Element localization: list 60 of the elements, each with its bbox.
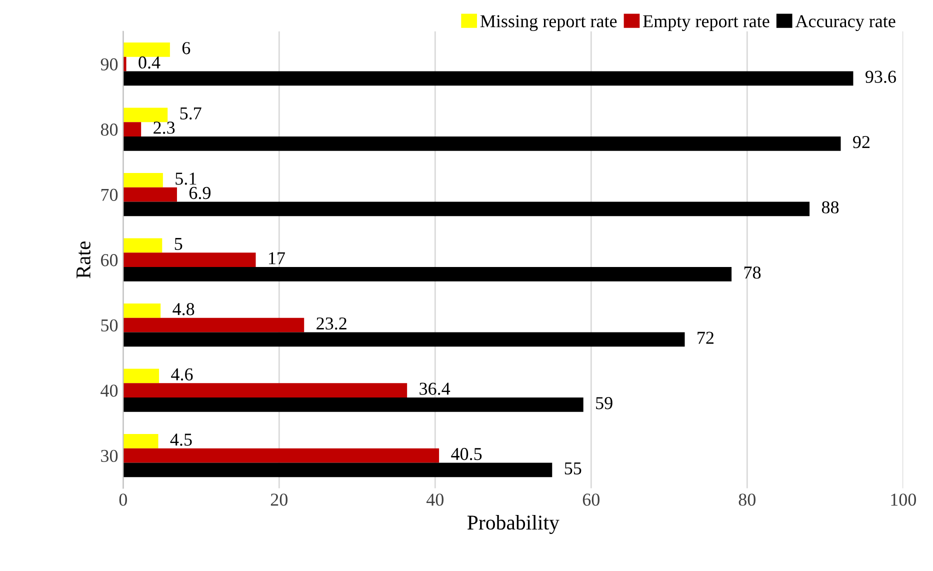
- bar: [123, 56, 126, 72]
- x-tick-label: 40: [426, 494, 444, 506]
- bar: [123, 266, 732, 282]
- data-label: 6.9: [189, 186, 211, 200]
- bar: [123, 434, 158, 448]
- data-label: 93.6: [866, 70, 896, 83]
- bar: [123, 187, 177, 202]
- x-tick-label: 100: [891, 494, 916, 506]
- bar: [123, 462, 552, 478]
- legend-label: Missing report rate: [480, 15, 617, 32]
- data-label: 55: [564, 462, 582, 474]
- x-tick-label: 20: [270, 494, 288, 506]
- x-axis-title: Probability: [467, 514, 560, 534]
- data-label: 4.8: [172, 303, 194, 316]
- data-label: 4.6: [171, 368, 193, 381]
- bar: [123, 202, 810, 216]
- bar: [123, 122, 142, 136]
- data-label: 5.7: [180, 107, 202, 120]
- bar: [123, 318, 304, 332]
- data-label: 59: [596, 397, 612, 410]
- data-label: 0.4: [138, 56, 160, 69]
- bar: [123, 238, 162, 253]
- data-label: 17: [269, 252, 285, 264]
- legend-label: Accuracy rate: [795, 15, 896, 32]
- bar: [123, 108, 168, 122]
- data-label: 36.4: [420, 382, 450, 395]
- y-tick-label: 90: [100, 58, 118, 70]
- data-label: 40.5: [451, 448, 482, 460]
- data-label: 92: [853, 136, 870, 148]
- bar: [123, 173, 163, 188]
- data-label: 72: [698, 332, 714, 344]
- data-label: 6: [182, 42, 190, 54]
- data-label: 4.5: [170, 434, 192, 446]
- bar: [123, 368, 160, 384]
- y-tick-label: 40: [100, 384, 118, 397]
- data-label: 5: [174, 238, 182, 250]
- data-label: 88: [822, 201, 839, 214]
- x-tick-label: 80: [738, 494, 756, 506]
- y-tick-label: 60: [101, 254, 118, 266]
- y-tick-label: 30: [101, 450, 118, 462]
- y-tick-label: 70: [101, 188, 118, 201]
- bar: [123, 383, 408, 398]
- bar: [123, 71, 854, 86]
- y-axis-title: Rate: [76, 241, 90, 278]
- bar: [123, 42, 170, 57]
- legend-label: Empty report rate: [643, 15, 770, 32]
- x-tick-label: 0: [119, 494, 127, 506]
- bar: [123, 398, 584, 412]
- data-label: 2.3: [154, 122, 175, 134]
- bar: [123, 252, 256, 267]
- data-label: 78: [744, 266, 761, 279]
- bar: [123, 136, 841, 151]
- bar: [123, 332, 685, 347]
- bar: [123, 448, 440, 463]
- x-tick-label: 60: [582, 494, 600, 506]
- data-label: 5.1: [176, 172, 196, 185]
- bar: [123, 304, 161, 318]
- y-tick-label: 50: [101, 319, 118, 332]
- y-tick-label: 80: [100, 124, 118, 136]
- data-label: 23.2: [316, 317, 346, 330]
